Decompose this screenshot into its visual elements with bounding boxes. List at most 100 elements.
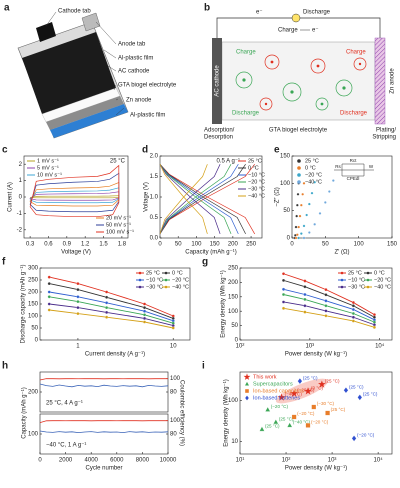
marker: [297, 378, 303, 385]
highlight-region: [275, 378, 329, 404]
plot-frame: [239, 267, 393, 341]
x-tick-label: 10³: [306, 344, 315, 350]
marker: [76, 295, 80, 299]
marker: [317, 379, 327, 389]
y-tick-label: 100: [228, 398, 239, 404]
legend-label: −20 °C: [248, 179, 265, 185]
x-tick-label: 8000: [136, 458, 150, 464]
label: Plating/: [376, 128, 396, 134]
y-tick-label: 100: [28, 314, 39, 320]
wire: [216, 17, 381, 42]
x-tick-label: 50: [175, 242, 182, 248]
marker: [303, 310, 307, 314]
legend-label: 20 mV s⁻¹: [106, 215, 131, 221]
y-tick-label: 50: [231, 323, 238, 329]
legend-marker: [164, 285, 168, 289]
marker: [76, 306, 80, 310]
legend-marker: [164, 278, 168, 282]
y2-tick-label: 80: [170, 432, 177, 438]
callout: AC cathode: [118, 69, 150, 75]
marker: [310, 191, 314, 195]
x-tick-label: 100: [191, 242, 202, 248]
y-axis-label: Current (A): [8, 182, 14, 212]
legend-label: −30 °C: [248, 186, 265, 192]
point-label: (25 °C): [279, 416, 294, 421]
marker: [324, 309, 328, 313]
label: e⁻: [312, 28, 319, 34]
x-tick-label: 4000: [85, 458, 99, 464]
panel-letter: b: [204, 3, 210, 14]
series-line: [159, 164, 221, 235]
marker: [357, 394, 363, 401]
marker: [303, 279, 307, 283]
legend-marker: [297, 159, 301, 163]
point-label: (−40 °C): [285, 392, 303, 397]
marker: [289, 388, 299, 398]
marker: [282, 287, 286, 291]
marker: [143, 316, 147, 320]
panel-letter: i: [202, 361, 205, 372]
cathode: [212, 38, 222, 124]
x-tick-label: 1.5: [99, 242, 108, 248]
point-label: (25 °C): [331, 407, 346, 412]
plot-frame: [159, 155, 263, 239]
label: Discharge: [340, 111, 368, 117]
legend-marker: [297, 180, 301, 184]
y-axis-label: Capacity (mAh g⁻¹): [22, 387, 28, 439]
circuit: [334, 163, 374, 177]
marker: [296, 233, 299, 237]
legend-label: 10 mV s⁻¹: [37, 172, 62, 178]
bulb: [291, 13, 301, 23]
circuit-label: Rs: [335, 164, 341, 169]
marker: [105, 306, 109, 310]
legend-label: 25 °C: [248, 158, 262, 164]
marker: [76, 312, 80, 316]
marker: [282, 278, 286, 282]
legend-label: −20 °C: [172, 277, 189, 283]
x-tick-label: 150: [210, 242, 221, 248]
x-tick-label: 10¹: [236, 458, 245, 464]
circuit-label: CPEdl: [347, 176, 360, 181]
y-tick-label: 150: [28, 302, 39, 308]
zn-layer: [46, 96, 124, 130]
y-tick-label: 150: [228, 294, 239, 300]
label: Charge: [236, 50, 256, 56]
legend-label: 0 °C: [305, 165, 316, 171]
marker: [294, 225, 298, 229]
panel-b: b Discharge e⁻ Charge e⁻ AC cathode Zn a…: [204, 3, 396, 141]
x-tick-label: 10⁴: [375, 343, 385, 350]
point-label: (25 °C): [303, 375, 318, 380]
panel-letter: e: [274, 145, 280, 156]
marker: [282, 306, 286, 310]
marker: [76, 300, 80, 304]
label: e⁻: [256, 10, 263, 16]
x-tick-label: 0.6: [44, 242, 53, 248]
circuit-label: W: [369, 164, 374, 169]
y-tick-label: 10: [231, 439, 238, 445]
y-tick-label: 0: [287, 236, 291, 242]
ion-dots: [242, 60, 362, 106]
marker: [351, 315, 355, 319]
legend-label: −40 °C: [172, 284, 189, 290]
y2-tick-label: 100: [170, 376, 181, 382]
series-line: [39, 420, 168, 424]
marker: [295, 214, 298, 218]
callout: Anode tab: [118, 42, 146, 48]
series-line: [39, 430, 169, 434]
legend-label: Ion-based batteries: [253, 395, 300, 401]
label: GTA biogel electrolyte: [269, 128, 328, 134]
marker: [351, 312, 355, 316]
marker: [47, 282, 51, 286]
point-label: (−40 °C): [293, 420, 311, 425]
point-label: (0 °C): [311, 385, 324, 390]
marker: [372, 325, 376, 329]
x-tick-label: 0: [38, 458, 42, 464]
marker: [305, 423, 311, 428]
anode: [374, 37, 386, 125]
marker: [76, 288, 80, 292]
marker: [143, 309, 147, 313]
label: Desorption: [204, 135, 233, 141]
y-axis-label: Discharge capacity (mAh g⁻¹): [21, 265, 27, 344]
y-tick-label: 150: [280, 154, 291, 160]
label: Discharge: [232, 111, 260, 117]
